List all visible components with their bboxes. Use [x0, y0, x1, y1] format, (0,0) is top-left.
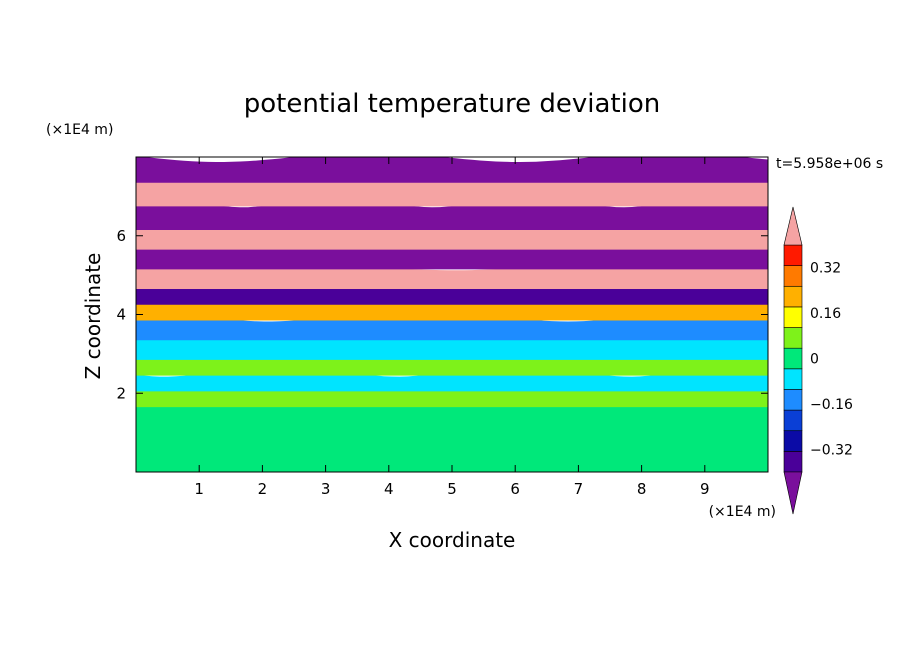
x-axis-ticks: 1 2 3 4 5 6 7 8 9: [194, 157, 710, 498]
x-tick-label: 6: [510, 480, 520, 498]
colorbar-tick-label: 0: [810, 352, 819, 368]
colorbar-segment: [783, 347, 803, 370]
x-unit-label: (×1E4 m): [709, 504, 776, 520]
colorbar-segment: [783, 327, 803, 349]
contour-band: [136, 278, 768, 305]
colorbar-segment: [783, 430, 803, 452]
colorbar-segment: [783, 451, 803, 473]
contour-band: [136, 401, 768, 472]
x-tick-label: 9: [700, 480, 710, 498]
contour-band: [136, 307, 768, 341]
time-label: t=5.958e+06 s: [776, 156, 883, 172]
colorbar-tick-label: 0.32: [810, 261, 841, 277]
colorbar-segment: [783, 389, 803, 411]
y-tick-label: 2: [116, 384, 126, 402]
colorbar-segment: [783, 285, 803, 308]
y-tick-label: 4: [116, 306, 126, 324]
colorbar-segment: [783, 368, 803, 390]
y-axis-ticks: 2 4 6: [116, 227, 768, 402]
contour-band: [136, 380, 768, 408]
x-tick-label: 1: [194, 480, 204, 498]
colorbar-segment: [783, 409, 803, 432]
y-tick-label: 6: [116, 227, 126, 245]
y-axis-label: Z coordinate: [81, 253, 105, 380]
x-tick-label: 3: [321, 480, 331, 498]
colorbar-top-extension: [783, 206, 803, 246]
colorbar-tick-label: −0.16: [810, 397, 853, 413]
colorbar-tick-label: 0.16: [810, 306, 841, 322]
colorbar-tick-label: −0.32: [810, 442, 853, 458]
x-axis-label: X coordinate: [389, 528, 516, 552]
colorbar-segment: [783, 306, 803, 328]
x-tick-label: 8: [637, 480, 647, 498]
y-unit-label: (×1E4 m): [46, 122, 113, 138]
colorbar: 0.32 0.16 0 −0.16 −0.32: [783, 206, 853, 515]
contour-band: [136, 157, 768, 183]
x-tick-label: 5: [447, 480, 457, 498]
x-tick-label: 2: [258, 480, 268, 498]
contour-plot-area: [136, 157, 768, 472]
colorbar-segment: [783, 244, 803, 266]
colorbar-bottom-extension: [783, 471, 803, 515]
colorbar-segment: [783, 265, 803, 287]
x-tick-label: 7: [574, 480, 584, 498]
x-tick-label: 4: [384, 480, 394, 498]
chart-title: potential temperature deviation: [244, 89, 660, 119]
